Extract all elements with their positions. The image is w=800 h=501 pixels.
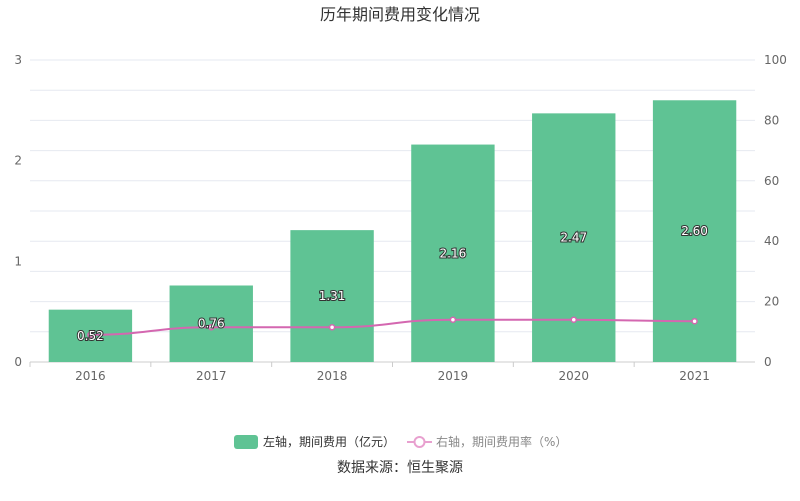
left-tick-label: 2: [14, 154, 22, 168]
left-tick-label: 0: [14, 355, 22, 369]
line-point: [87, 331, 94, 339]
x-tick-label: 2017: [196, 369, 227, 383]
legend-item-line[interactable]: 右轴，期间费用率（%）: [407, 434, 567, 449]
line-path: [90, 318, 695, 336]
right-tick-label: 40: [764, 234, 779, 248]
bar-value-label: 1.31: [319, 289, 346, 303]
bar-value-label: 0.52: [77, 329, 104, 343]
legend-swatch-line-marker: [413, 436, 426, 448]
x-axis: 2016 2017 2018 2019 2020 2021: [29, 362, 710, 383]
bar-value-label: 0.76: [198, 317, 225, 331]
right-tick-label: 80: [764, 113, 779, 127]
source-note: 数据来源：恒生聚源: [337, 460, 463, 476]
x-tick-label: 2019: [438, 369, 469, 383]
right-axis: 0 20 40 60 80 100: [764, 53, 787, 369]
grid-lines: [30, 59, 755, 363]
legend-swatch-bar: [234, 435, 258, 449]
right-tick-label: 100: [764, 53, 787, 67]
left-tick-label: 3: [14, 53, 22, 67]
line-point: [208, 324, 215, 331]
bar: [411, 144, 495, 362]
chart-title: 历年期间费用变化情况: [320, 5, 480, 24]
left-tick-label: 1: [14, 254, 22, 268]
x-tick-label: 2020: [558, 369, 589, 383]
legend[interactable]: 左轴，期间费用（亿元） 右轴，期间费用率（%）: [234, 434, 567, 449]
bar-value-label: 2.47: [560, 231, 587, 245]
line-point: [691, 317, 698, 325]
x-tick-label: 2021: [679, 369, 710, 383]
line-point: [570, 316, 577, 323]
bar-value-label: 2.60: [681, 224, 708, 238]
bar: [290, 230, 374, 362]
legend-label-line: 右轴，期间费用率（%）: [436, 434, 567, 449]
bar: [169, 285, 253, 362]
right-tick-label: 0: [764, 355, 772, 369]
right-tick-label: 60: [764, 174, 779, 188]
legend-label-bar: 左轴，期间费用（亿元）: [263, 434, 395, 449]
legend-item-bar[interactable]: 左轴，期间费用（亿元）: [234, 434, 395, 449]
bar-series: [48, 100, 737, 363]
line-point: [328, 324, 336, 331]
x-tick-label: 2018: [317, 369, 348, 383]
right-tick-label: 20: [764, 295, 779, 309]
x-tick-label: 2016: [75, 369, 106, 383]
line-point: [449, 316, 457, 323]
data-labels: 0.52 0.76 1.31 2.16 2.47 2.60: [76, 223, 709, 344]
left-axis: 0 1 2 3: [14, 53, 22, 369]
bar-value-label: 2.16: [440, 246, 467, 260]
line-series: [87, 316, 698, 339]
